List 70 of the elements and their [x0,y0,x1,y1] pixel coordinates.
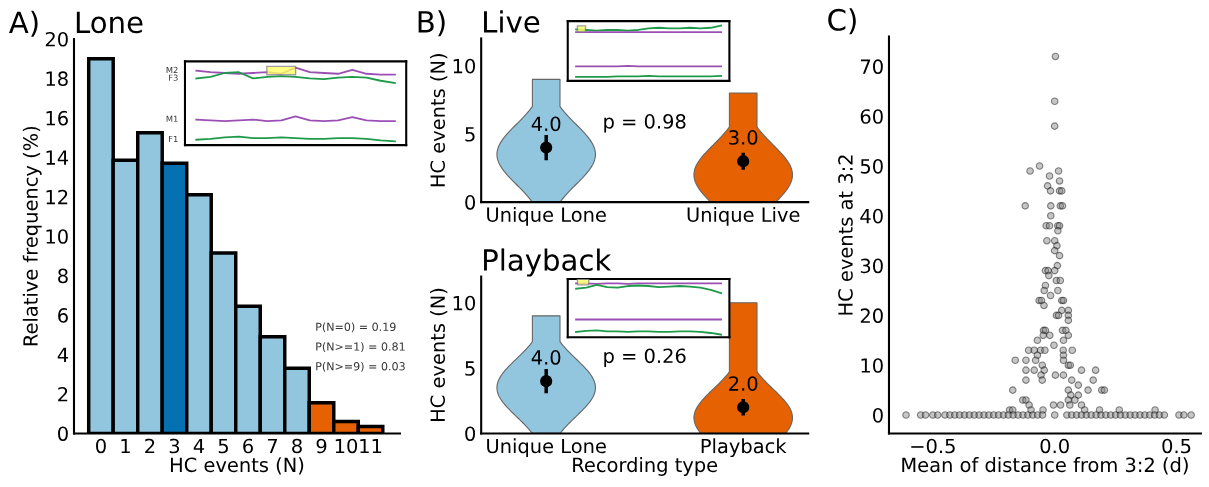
y-tick-label: 10 [861,358,883,373]
text: M2 [166,66,178,73]
x-axis-title: HC events (N) [170,457,304,475]
x-tick-label: 0.5 [1162,438,1191,454]
y-tick-label: 4 [57,347,69,362]
chart-title: Live [484,10,540,33]
x-axis-title: Recording type [573,457,718,476]
x-tick-label: 0.0 [1040,438,1069,454]
text: A) [9,10,38,37]
text: C) [828,8,856,35]
x-tick-label: Unique Lone [487,206,606,226]
y-axis-title: HC events at 3:2 [838,155,853,315]
x-tick-label: 4 [193,438,205,454]
x-tick-label: 1 [121,438,130,454]
text: B) [418,10,445,37]
y-tick-label: 5 [465,361,475,376]
x-tick-label: 5 [218,438,228,454]
y-axis-title: Relative frequency (%) [22,126,42,346]
x-tick-label: 7 [267,438,278,454]
x-tick-label: 0 [96,438,106,454]
data-label: 4.0 [531,350,561,365]
x-tick-label: 9 [316,438,327,454]
x-tick-label: −0.5 [911,438,955,454]
x-tick-label: 6 [243,438,253,454]
x-tick-label: 10 [335,438,358,454]
y-tick-label: 30 [860,258,883,274]
y-tick-label: 0 [465,195,476,210]
x-tick-label: 8 [292,438,302,454]
y-tick-label: 50 [860,158,883,174]
x-tick-label: Unique Live [687,206,800,226]
y-tick-label: 70 [860,59,883,75]
y-axis-title: HC events (N) [430,54,448,187]
y-tick-label: 8 [58,268,68,284]
y-tick-label: 0 [465,426,476,442]
text: F3 [169,74,178,81]
annotation: P(N>=1) = 0.81 [316,342,405,353]
y-tick-label: 0 [58,426,68,442]
y-tick-label: 0 [873,407,883,423]
annotation: p = 0.98 [604,114,686,133]
y-tick-label: 14 [46,150,69,165]
data-label: 4.0 [531,116,561,132]
text: M1 [166,115,178,122]
y-tick-label: 60 [860,109,883,124]
data-label: 3.0 [729,130,758,145]
y-tick-label: 18 [46,71,68,87]
y-tick-label: 20 [860,308,883,324]
x-tick-label: 2 [145,438,155,454]
y-axis-title: HC events (N) [430,288,448,422]
chart-title: Playback [484,248,612,277]
data-label: 2.0 [729,376,758,391]
chart-title: Lone [76,11,143,34]
text: F1 [169,135,178,142]
y-tick-label: 5 [465,127,475,142]
y-tick-label: 20 [45,31,68,47]
x-axis-title: Mean of distance from 3:2 (d) [902,457,1188,475]
x-tick-label: 3 [169,438,180,454]
y-tick-label: 10 [453,295,476,311]
annotation: P(N=0) = 0.19 [316,322,396,333]
x-tick-label: 11 [360,438,382,454]
y-tick-label: 6 [58,308,68,323]
y-tick-label: 10 [453,58,476,74]
y-tick-label: 16 [46,110,68,126]
annotation: p = 0.26 [604,348,686,367]
x-tick-label: Unique Lone [487,438,606,458]
annotation: P(N>=9) = 0.03 [316,361,405,372]
y-tick-label: 12 [46,189,68,205]
y-tick-label: 2 [58,386,68,402]
y-tick-label: 40 [860,208,883,224]
y-tick-label: 10 [46,229,68,244]
x-tick-label: Playback [701,438,787,458]
